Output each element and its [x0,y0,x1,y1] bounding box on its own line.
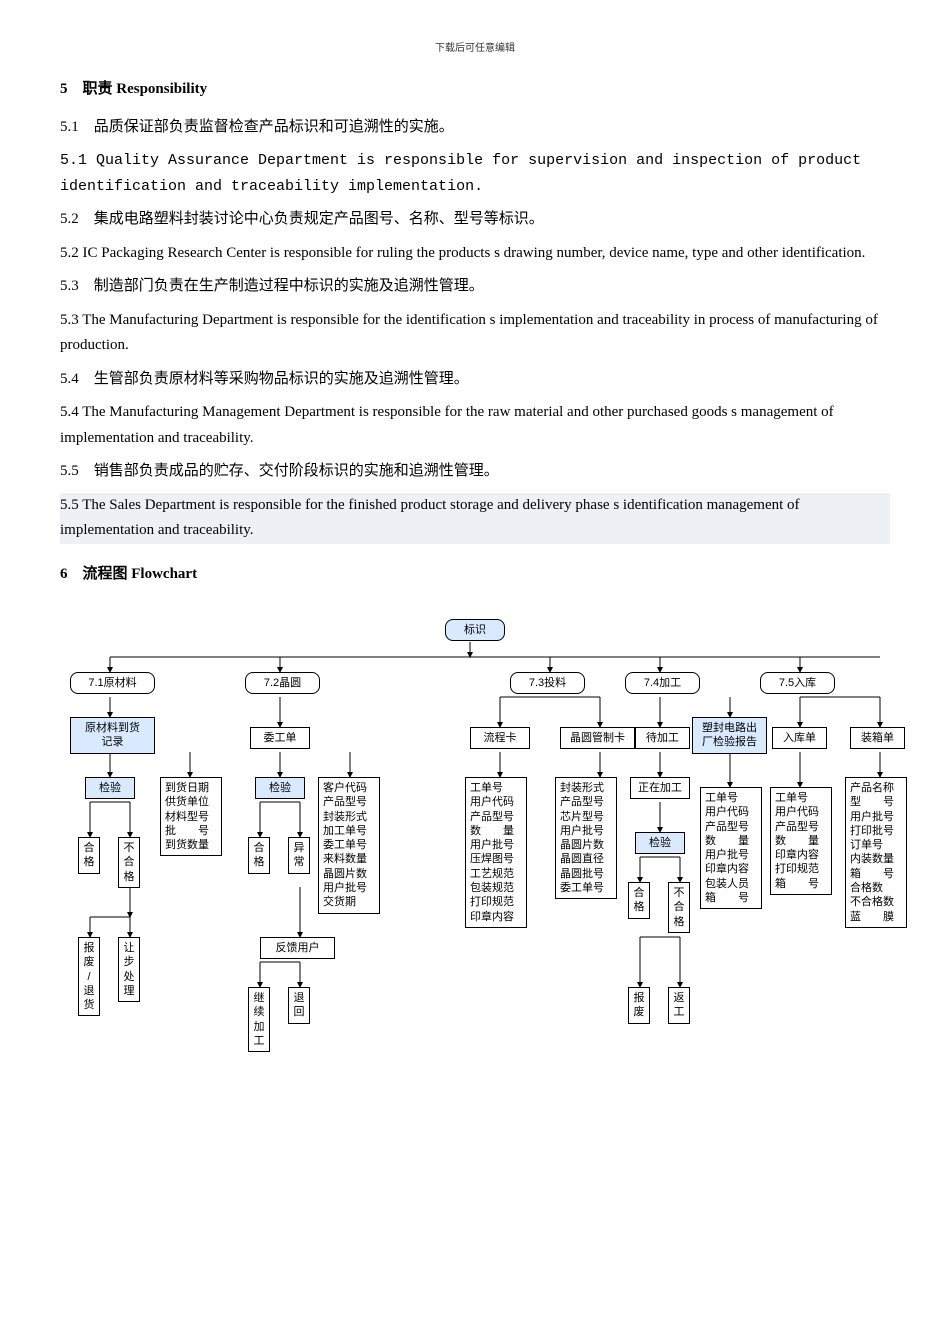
section-5-title: 5 职责 Responsibility [60,77,890,103]
header-note: 下载后可任意编辑 [60,40,890,57]
s54-en: 5.4 The Manufacturing Management Departm… [60,400,890,451]
s51-en: 5.1 Quality Assurance Department is resp… [60,148,890,199]
node-concession: 让步处理 [118,937,140,1002]
node-72: 7.2晶圆 [245,672,320,694]
node-73: 7.3投料 [510,672,585,694]
node-processing: 正在加工 [630,777,690,799]
node-inspect-d: 检验 [635,832,685,854]
node-d-fail: 不合格 [668,882,690,933]
node-return: 退回 [288,987,310,1024]
node-inspect-a: 检验 [85,777,135,799]
node-boxlist: 装箱单 [850,727,905,749]
s52-en: 5.2 IC Packaging Research Center is resp… [60,241,890,267]
node-feedback: 反馈用户 [260,937,335,959]
node-wafer-detail: 封装形式产品型号芯片型号用户批号晶圆片数晶圆直径晶圆批号委工单号 [555,777,617,899]
node-74: 7.4加工 [625,672,700,694]
node-flowcard: 流程卡 [470,727,530,749]
node-inspect-b: 检验 [255,777,305,799]
node-b-pass: 合格 [248,837,270,874]
node-wafer-ctrl: 晶圆管制卡 [560,727,635,749]
node-a-fail: 不合格 [118,837,140,888]
node-instore: 入库单 [772,727,827,749]
s52-cn: 5.2 集成电路塑料封装讨论中心负责规定产品图号、名称、型号等标识。 [60,207,890,233]
node-continue: 继续加工 [248,987,270,1052]
node-raw-rec: 原材料到货记录 [70,717,155,754]
flowchart: 标识 7.1原材料 7.2晶圆 7.3投料 7.4加工 7.5入库 原材料到货记… [60,617,890,1167]
node-e2-detail: 产品名称型 号用户批号打印批号订单号内装数量箱 号合格数不合格数蓝 膜 [845,777,907,928]
node-pending: 待加工 [635,727,690,749]
node-rework: 返工 [668,987,690,1024]
section-6-label: 6 流程图 Flowchart [60,566,197,582]
s53-cn: 5.3 制造部门负责在生产制造过程中标识的实施及追溯性管理。 [60,274,890,300]
s53-en: 5.3 The Manufacturing Department is resp… [60,308,890,359]
node-b-fail: 异常 [288,837,310,874]
node-outreport: 塑封电路出厂检验报告 [692,717,767,754]
node-scrap-d: 报废 [628,987,650,1024]
node-a-pass: 合格 [78,837,100,874]
node-top: 标识 [445,619,505,641]
node-d2-detail: 工单号用户代码产品型号数 量用户批号印章内容包装人员箱 号 [700,787,762,909]
node-75: 7.5入库 [760,672,835,694]
s55-cn: 5.5 销售部负责成品的贮存、交付阶段标识的实施和追溯性管理。 [60,459,890,485]
node-d-pass: 合格 [628,882,650,919]
section-6-title: 6 流程图 Flowchart [60,562,890,588]
node-scrap-return: 报废/退货 [78,937,100,1016]
s55-en: 5.5 The Sales Department is responsible … [60,493,890,544]
s51-cn: 5.1 品质保证部负责监督检查产品标识和可追溯性的实施。 [60,115,890,141]
node-d3-detail: 工单号用户代码产品型号数 量印章内容打印规范箱 号 [770,787,832,895]
node-weigong: 委工单 [250,727,310,749]
node-71: 7.1原材料 [70,672,155,694]
node-weigong-detail: 客户代码产品型号封装形式加工单号委工单号来料数量晶圆片数用户批号交货期 [318,777,380,914]
s54-cn: 5.4 生管部负责原材料等采购物品标识的实施及追溯性管理。 [60,367,890,393]
node-flowcard-detail: 工单号用户代码产品型号数 量用户批号压焊图号工艺规范包装规范打印规范印章内容 [465,777,527,928]
node-arrival-detail: 到货日期供货单位材料型号批 号到货数量 [160,777,222,856]
